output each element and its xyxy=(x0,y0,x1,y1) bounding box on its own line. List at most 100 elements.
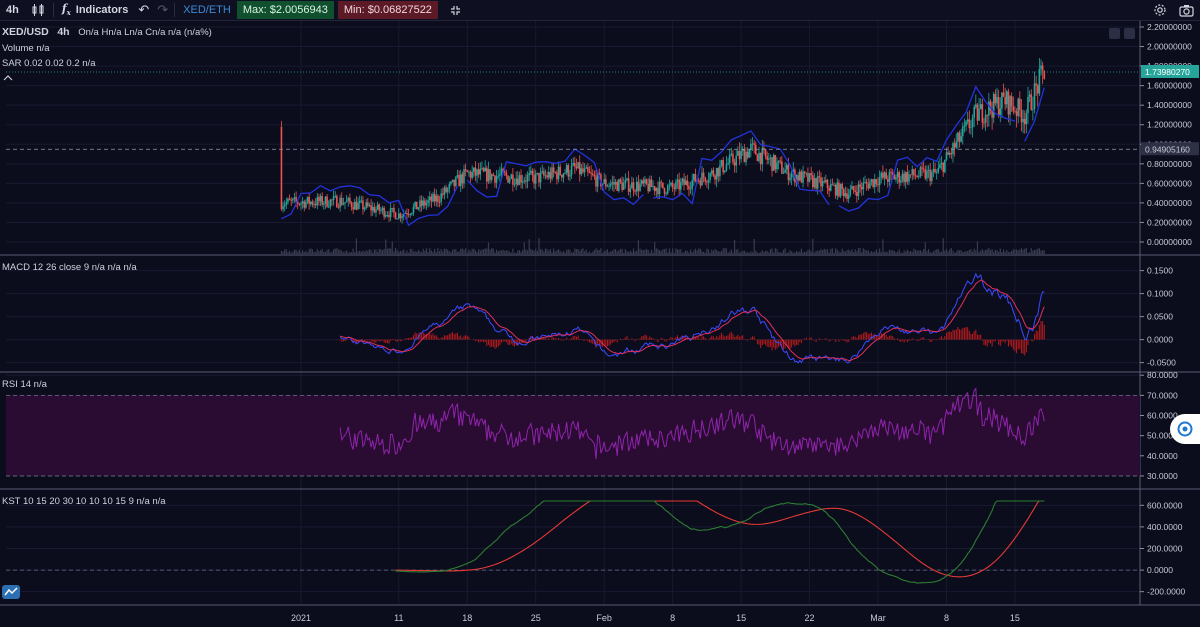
macd-histogram-bar xyxy=(621,339,623,341)
volume-bar xyxy=(549,248,551,254)
macd-histogram-bar xyxy=(582,339,584,341)
volume-bar xyxy=(619,248,622,254)
collapse-legend-button[interactable] xyxy=(2,74,14,85)
macd-histogram-bar xyxy=(954,330,956,340)
candle-body xyxy=(812,175,814,188)
redo-button[interactable]: ↷ xyxy=(153,0,172,20)
macd-histogram-bar xyxy=(999,339,1001,346)
price-legend: XED/USD 4h On/a Hn/a Ln/a Cn/a n/a (n/a%… xyxy=(2,26,212,38)
price-tick-label: 0.60000000 xyxy=(1147,178,1192,188)
candle-body xyxy=(719,165,721,177)
chat-widget-button[interactable] xyxy=(1170,414,1200,444)
volume-bar xyxy=(461,248,463,254)
chart-canvas[interactable]: 2.200000002.000000001.800000001.60000000… xyxy=(0,21,1200,627)
volume-bar xyxy=(820,248,822,254)
candle-body xyxy=(944,159,946,173)
macd-histogram-bar xyxy=(636,338,638,340)
volume-bar xyxy=(592,251,594,254)
volume-bar xyxy=(334,248,336,254)
macd-series xyxy=(339,272,1045,364)
candle-body xyxy=(712,170,715,176)
kst-tick-label: 400.0000 xyxy=(1147,522,1183,532)
volume-bar xyxy=(916,250,918,254)
candle-body xyxy=(336,195,338,208)
volume-bar xyxy=(838,251,840,254)
indicators-button[interactable]: fx Indicators xyxy=(56,0,135,20)
candle-body xyxy=(598,172,601,175)
volume-bar xyxy=(737,249,739,254)
volume-bar xyxy=(311,249,314,254)
volume-bar xyxy=(629,250,631,254)
candle-body xyxy=(1035,83,1037,86)
macd-histogram-bar xyxy=(367,339,369,341)
candle-body xyxy=(970,127,972,129)
volume-bar xyxy=(983,251,985,254)
volume-bar xyxy=(973,248,975,254)
candle-body xyxy=(440,193,442,202)
volume-bar xyxy=(355,238,358,254)
macd-histogram-bar xyxy=(967,327,969,340)
candle-body xyxy=(686,180,689,186)
interval-button[interactable]: 4h xyxy=(6,4,19,16)
candle-style-button[interactable] xyxy=(25,0,51,20)
volume-bar xyxy=(808,249,811,254)
candle-body xyxy=(790,173,793,178)
volume-bar xyxy=(670,251,672,254)
macd-histogram-bar xyxy=(401,339,403,341)
min-price-badge: Min: $0.06827522 xyxy=(337,1,438,19)
pane-settings-button[interactable] xyxy=(1109,28,1120,39)
time-tick-label: 18 xyxy=(462,613,472,623)
pane-close-button[interactable] xyxy=(1124,28,1135,39)
kst-signal-line xyxy=(395,500,1045,578)
volume-bar xyxy=(305,250,307,254)
macd-histogram-bar xyxy=(600,339,602,347)
volume-bar xyxy=(800,248,803,254)
candle-body xyxy=(934,168,936,173)
volume-bar xyxy=(360,251,362,254)
candle-body xyxy=(1027,96,1029,114)
macd-histogram-bar xyxy=(699,338,701,340)
snapshot-button[interactable] xyxy=(1173,0,1200,20)
macd-histogram-bar xyxy=(548,338,550,340)
candle-body xyxy=(582,168,584,173)
volume-bar xyxy=(991,249,993,254)
pair-selector[interactable]: XED/ETH xyxy=(183,4,231,16)
fullscreen-button[interactable] xyxy=(444,0,467,20)
candle-body xyxy=(856,191,858,196)
volume-bar xyxy=(526,250,529,254)
candle-body xyxy=(714,175,716,180)
volume-bar xyxy=(724,248,726,254)
candle-body xyxy=(536,172,539,174)
macd-histogram-bar xyxy=(558,337,560,340)
candle-body xyxy=(699,180,702,186)
candle-body xyxy=(818,176,821,178)
macd-histogram-bar xyxy=(386,339,388,344)
volume-bar xyxy=(437,248,439,254)
macd-histogram-bar xyxy=(559,338,561,340)
volume-bar xyxy=(469,251,472,254)
macd-histogram-bar xyxy=(421,332,423,340)
macd-histogram-bar xyxy=(929,339,931,343)
candle-body xyxy=(842,188,845,197)
volume-bar xyxy=(657,248,659,254)
candle-body xyxy=(900,180,902,183)
volume-bar xyxy=(393,251,395,254)
macd-histogram-bar xyxy=(725,335,727,340)
candle-body xyxy=(733,162,736,166)
candle-body xyxy=(883,172,886,178)
macd-histogram-bar xyxy=(962,327,964,340)
undo-button[interactable]: ↶ xyxy=(134,0,153,20)
settings-button[interactable] xyxy=(1147,0,1173,20)
macd-histogram-bar xyxy=(398,339,400,341)
macd-histogram-bar xyxy=(704,337,706,340)
volume-bar xyxy=(864,249,866,254)
macd-histogram-bar xyxy=(352,339,354,344)
candle-body xyxy=(702,172,705,178)
macd-histogram-bar xyxy=(804,338,806,340)
volume-bar xyxy=(676,249,679,254)
time-tick-label: Feb xyxy=(596,613,612,623)
candle-body xyxy=(639,184,641,191)
macd-histogram-bar xyxy=(360,339,362,340)
macd-histogram-bar xyxy=(694,336,696,340)
volume-bar xyxy=(601,252,604,254)
